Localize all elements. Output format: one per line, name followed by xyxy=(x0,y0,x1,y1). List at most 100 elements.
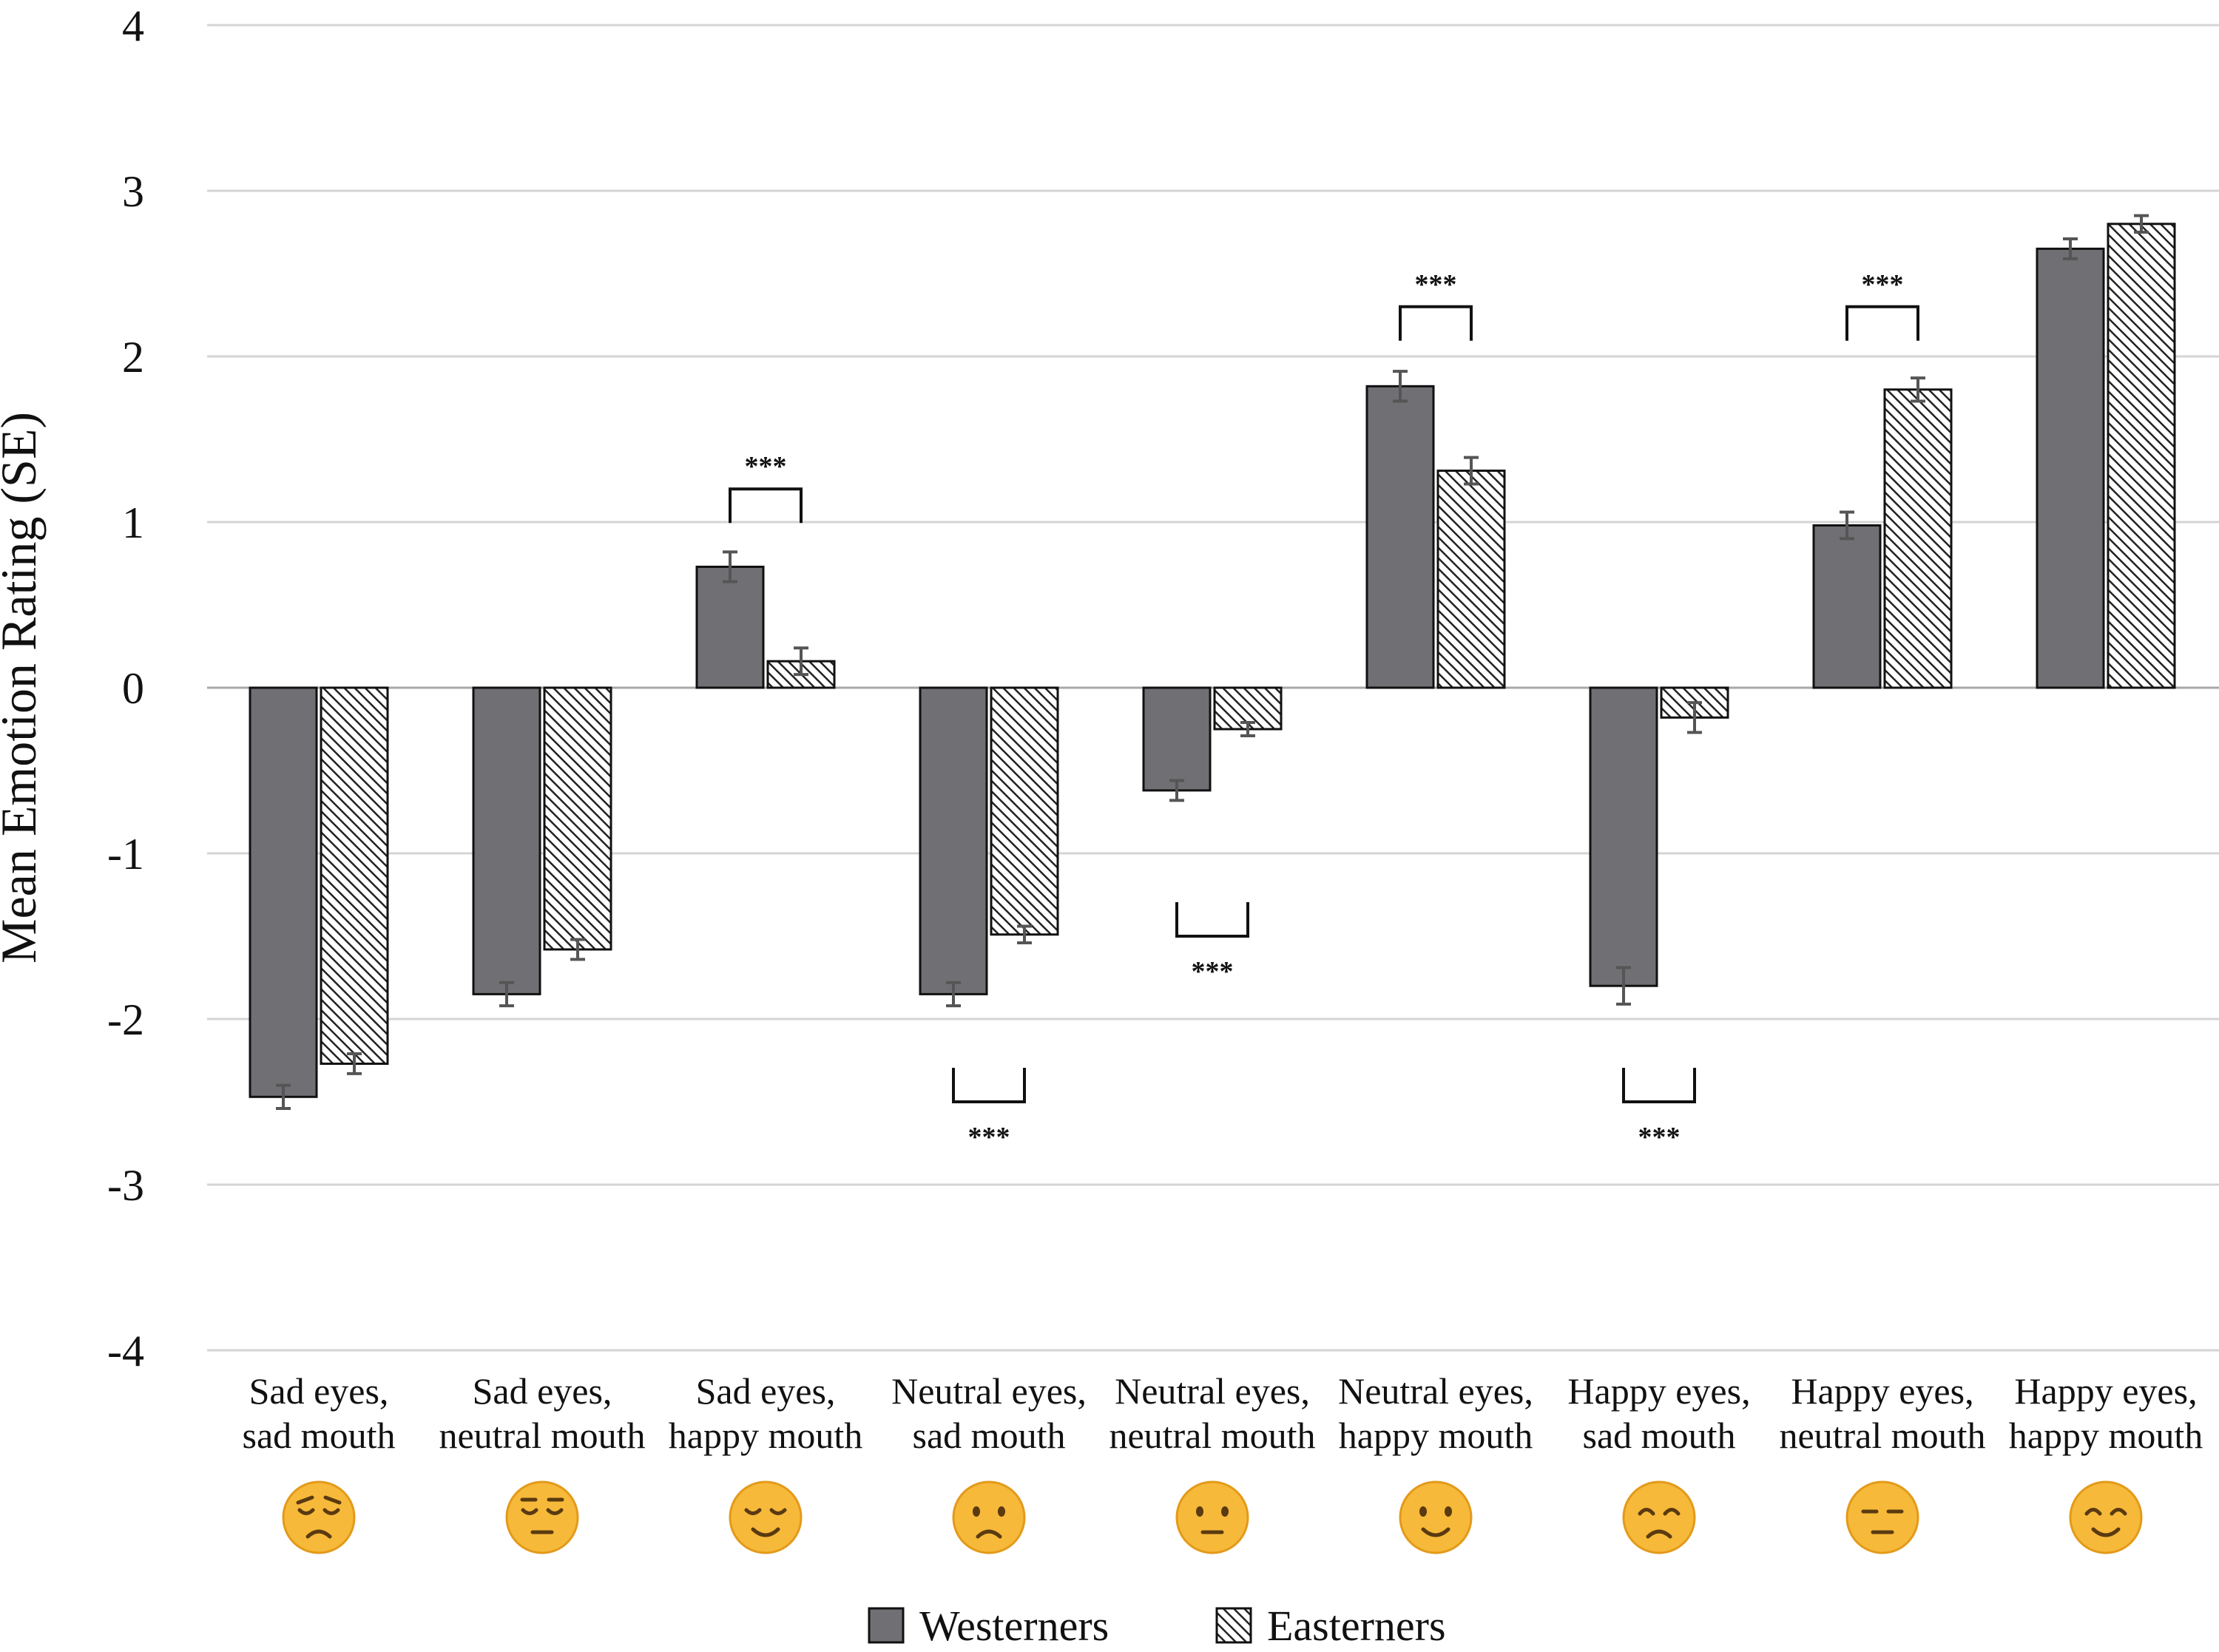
bar-westerners-5 xyxy=(1365,385,1435,689)
sad-smiling-face-icon xyxy=(1622,1480,1696,1554)
error-bar-easterners-2 xyxy=(794,646,808,677)
neutral-face-icon xyxy=(1175,1480,1249,1554)
bar-easterners-0 xyxy=(320,686,389,1065)
error-bar-westerners-1 xyxy=(499,981,514,1008)
category-label: sad mouth xyxy=(913,1415,1066,1456)
face-circle xyxy=(505,1480,579,1554)
error-bar-westerners-0 xyxy=(276,1083,291,1110)
face-circle xyxy=(1399,1480,1473,1554)
face-mouth xyxy=(751,1527,780,1537)
bar-easterners-3 xyxy=(990,686,1059,936)
error-bar-easterners-1 xyxy=(570,938,585,961)
significance-bracket xyxy=(1175,902,1249,938)
category-label: Happy eyes, xyxy=(1567,1370,1750,1412)
significance-bracket xyxy=(1845,305,1919,341)
bar-westerners-8 xyxy=(2036,247,2105,689)
significance-label: *** xyxy=(1862,269,1904,300)
significance-label: *** xyxy=(968,1122,1010,1153)
face-circle xyxy=(729,1480,803,1554)
disappointed-face-icon xyxy=(282,1480,356,1554)
y-tick-label: 3 xyxy=(122,167,144,216)
y-tick-label: 2 xyxy=(122,333,144,382)
significance-markers: *** *** *** *** *** *** xyxy=(729,269,1919,1153)
smiling-face-icon xyxy=(2069,1480,2143,1554)
relieved-face-icon xyxy=(729,1480,803,1554)
significance-label: *** xyxy=(745,451,787,482)
slightly-smiling-face-icon xyxy=(1399,1480,1473,1554)
category-label: Sad eyes, xyxy=(473,1370,612,1412)
significance-bracket xyxy=(1399,305,1473,341)
face-eye xyxy=(1221,1506,1229,1517)
y-axis-ticks: 4 3 2 1 0 -1 -2 -3 -4 xyxy=(107,1,144,1375)
bar-easterners-7 xyxy=(1883,388,1953,689)
category-label: Happy eyes, xyxy=(1791,1370,1973,1412)
category-icons xyxy=(282,1480,2143,1554)
error-bar-westerners-7 xyxy=(1840,510,1854,541)
significance-label: *** xyxy=(1192,956,1234,987)
face-eye xyxy=(998,1506,1005,1517)
category-label: Neutral eyes, xyxy=(1115,1370,1310,1412)
face-mouth xyxy=(1646,1529,1672,1539)
error-bar-easterners-5 xyxy=(1464,456,1479,486)
error-bar-easterners-8 xyxy=(2134,214,2149,234)
bars xyxy=(249,214,2176,1110)
category-label: sad mouth xyxy=(243,1415,396,1456)
bar-easterners-8 xyxy=(2107,223,2176,689)
y-tick-label: 1 xyxy=(122,498,144,547)
face-mouth xyxy=(2091,1527,2121,1537)
slightly-frowning-face-icon xyxy=(952,1480,1026,1554)
bar-easterners-5 xyxy=(1436,470,1506,689)
error-bar-westerners-3 xyxy=(946,981,961,1008)
face-brows xyxy=(296,1495,342,1505)
significance-label: *** xyxy=(1638,1122,1681,1153)
category-label: Sad eyes, xyxy=(696,1370,836,1412)
error-bar-easterners-3 xyxy=(1017,924,1032,944)
significance-bracket xyxy=(729,487,803,524)
gridlines xyxy=(207,24,2219,1352)
face-circle xyxy=(2069,1480,2143,1554)
significance-bracket xyxy=(1622,1068,1696,1103)
y-tick-label: -1 xyxy=(107,830,144,879)
face-eye xyxy=(1445,1506,1452,1517)
face-mouth xyxy=(976,1529,1002,1539)
category-label: sad mouth xyxy=(1583,1415,1736,1456)
y-tick-label: 4 xyxy=(122,1,144,50)
category-label: happy mouth xyxy=(1339,1415,1533,1456)
y-tick-label: -4 xyxy=(107,1327,144,1375)
error-bar-westerners-5 xyxy=(1393,370,1408,403)
face-eye xyxy=(1419,1506,1427,1517)
significance-label: *** xyxy=(1415,269,1457,300)
error-bar-westerners-4 xyxy=(1169,779,1184,802)
error-bar-easterners-0 xyxy=(347,1052,362,1075)
category-label: neutral mouth xyxy=(439,1415,645,1456)
face-circle xyxy=(1175,1480,1249,1554)
legend-swatch-easterners xyxy=(1215,1607,1252,1644)
face-eyes xyxy=(2084,1508,2127,1516)
y-tick-label: -2 xyxy=(107,995,144,1044)
category-label: Neutral eyes, xyxy=(891,1370,1087,1412)
category-label: Sad eyes, xyxy=(249,1370,389,1412)
bar-westerners-7 xyxy=(1812,524,1882,689)
legend: Westerners Easterners xyxy=(868,1602,1446,1650)
category-label: Neutral eyes, xyxy=(1338,1370,1533,1412)
pensive-face-icon xyxy=(505,1480,579,1554)
face-circle xyxy=(1845,1480,1919,1554)
category-label: happy mouth xyxy=(2009,1415,2203,1456)
error-bar-easterners-6 xyxy=(1687,701,1702,734)
bar-westerners-2 xyxy=(695,565,765,689)
category-label: Happy eyes, xyxy=(2014,1370,2197,1412)
category-label: happy mouth xyxy=(669,1415,862,1456)
bar-westerners-6 xyxy=(1589,686,1658,987)
bar-westerners-4 xyxy=(1142,686,1212,792)
face-circle xyxy=(952,1480,1026,1554)
face-circle xyxy=(282,1480,356,1554)
bar-easterners-1 xyxy=(543,686,612,951)
face-eye xyxy=(1196,1506,1203,1517)
face-eyes xyxy=(744,1508,787,1515)
bar-westerners-0 xyxy=(249,686,318,1098)
y-axis-title: Mean Emotion Rating (SE) xyxy=(0,412,47,964)
category-label: neutral mouth xyxy=(1109,1415,1315,1456)
bar-westerners-1 xyxy=(472,686,541,995)
significance-bracket xyxy=(952,1068,1026,1103)
